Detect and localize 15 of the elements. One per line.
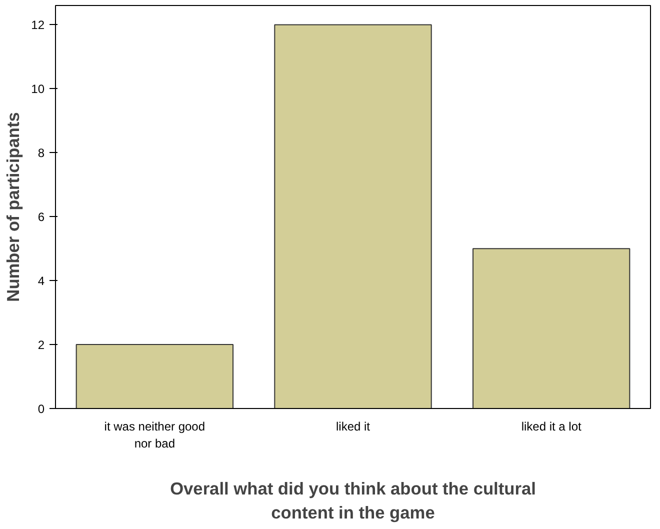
y-tick-label: 0 [38,402,45,416]
bar [76,344,234,408]
bar [274,24,432,408]
y-tick-label: 4 [38,274,45,288]
x-tick-label: it was neither good nor bad [104,420,206,450]
y-axis-title: Number of participants [3,112,24,302]
y-tick-label: 2 [38,338,45,352]
bar [472,248,630,408]
y-tick-label: 8 [38,146,45,160]
y-tick-label: 6 [38,210,45,224]
x-axis-title: Overall what did you think about the cultural content in the game [170,478,536,522]
x-tick-label: liked it [336,420,371,434]
x-tick-label: liked it a lot [521,420,582,434]
y-tick-label: 12 [31,18,45,32]
y-tick-label: 10 [31,82,45,96]
